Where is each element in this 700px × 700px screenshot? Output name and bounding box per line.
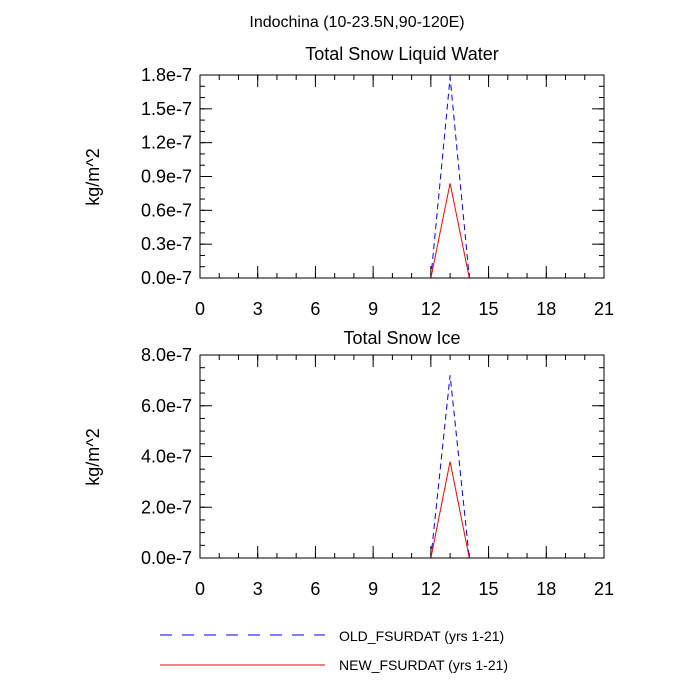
panel-title: Total Snow Liquid Water — [305, 44, 498, 64]
panel-title: Total Snow Ice — [343, 328, 460, 348]
plot-frame — [199, 74, 605, 279]
figure-title: Indochina (10-23.5N,90-120E) — [249, 14, 464, 31]
plot-frame — [199, 354, 605, 559]
y-tick-label: 0.6e-7 — [141, 200, 192, 220]
x-tick-labels: 0 3 6 9 12 15 18 21 — [195, 299, 614, 319]
series-line-old — [200, 77, 604, 279]
x-tick-label: 12 — [421, 299, 441, 319]
legend-label-old: OLD_FSURDAT (yrs 1-21) — [339, 628, 504, 644]
series-lines — [200, 77, 604, 279]
x-tick-label: 0 — [195, 579, 205, 599]
legend-label-new: NEW_FSURDAT (yrs 1-21) — [339, 657, 508, 673]
x-tick-label: 9 — [368, 579, 378, 599]
y-tick-label: 4.0e-7 — [141, 447, 192, 467]
x-tick-label: 18 — [536, 579, 556, 599]
panel-snow-liquid-water: Total Snow Liquid Water kg/m^2 0.0e-7 0.3… — [83, 44, 614, 319]
panel-snow-ice: Total Snow Ice kg/m^2 0.0e-7 2.0e-7 4.0e-7… — [83, 328, 614, 599]
x-tick-label: 12 — [421, 579, 441, 599]
x-tick-labels: 0 3 6 9 12 15 18 21 — [195, 579, 614, 599]
series-line-old — [200, 375, 604, 559]
y-tick-label: 2.0e-7 — [141, 497, 192, 517]
minor-ticks — [199, 354, 605, 559]
x-tick-label: 15 — [479, 579, 499, 599]
y-tick-label: 0.0e-7 — [141, 548, 192, 568]
x-tick-label: 15 — [479, 299, 499, 319]
series-lines — [200, 375, 604, 559]
x-tick-label: 21 — [594, 579, 614, 599]
y-tick-label: 8.0e-7 — [141, 345, 192, 365]
minor-ticks — [199, 74, 605, 279]
y-tick-labels: 0.0e-7 2.0e-7 4.0e-7 6.0e-7 8.0e-7 — [141, 345, 192, 568]
y-tick-labels: 0.0e-7 0.3e-7 0.6e-7 0.9e-7 1.2e-7 1.5e-7 1.8e… — [141, 65, 192, 288]
x-tick-label: 9 — [368, 299, 378, 319]
y-tick-label: 1.2e-7 — [141, 133, 192, 153]
y-tick-label: 1.8e-7 — [141, 65, 192, 85]
legend: OLD_FSURDAT (yrs 1-21) NEW_FSURDAT (yrs … — [160, 628, 508, 673]
series-line-new — [200, 183, 604, 279]
y-axis-label: kg/m^2 — [83, 148, 103, 205]
y-axis-label: kg/m^2 — [83, 428, 103, 485]
y-tick-label: 0.0e-7 — [141, 268, 192, 288]
x-tick-label: 6 — [310, 299, 320, 319]
x-tick-label: 6 — [310, 579, 320, 599]
x-tick-label: 18 — [536, 299, 556, 319]
x-tick-label: 3 — [253, 299, 263, 319]
x-tick-label: 0 — [195, 299, 205, 319]
y-tick-label: 1.5e-7 — [141, 99, 192, 119]
y-tick-label: 0.9e-7 — [141, 167, 192, 187]
x-tick-label: 3 — [253, 579, 263, 599]
x-tick-label: 21 — [594, 299, 614, 319]
series-line-new — [200, 461, 604, 559]
y-tick-label: 6.0e-7 — [141, 396, 192, 416]
y-tick-label: 0.3e-7 — [141, 234, 192, 254]
major-ticks — [199, 74, 605, 279]
major-ticks — [199, 354, 605, 559]
